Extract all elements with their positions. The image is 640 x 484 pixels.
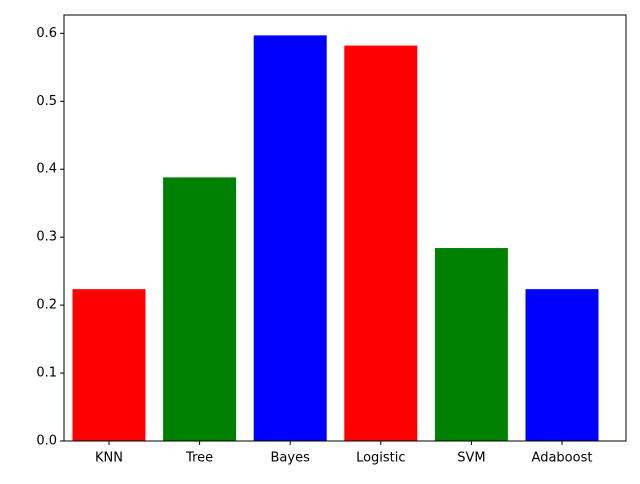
x-tick-label: KNN — [95, 451, 123, 466]
x-tick-label: Tree — [185, 451, 213, 466]
bar — [72, 289, 146, 441]
y-tick-label: 0.6 — [36, 26, 57, 41]
y-tick-label: 0.1 — [36, 366, 57, 381]
x-tick-label: Bayes — [271, 451, 311, 466]
y-tick-label: 0.5 — [36, 94, 57, 109]
bar — [344, 45, 418, 442]
y-tick-label: 0.3 — [36, 230, 57, 245]
y-tick-label: 0.0 — [36, 434, 57, 449]
y-tick-label: 0.2 — [36, 298, 57, 313]
bar — [525, 289, 599, 441]
bar — [434, 248, 508, 441]
y-tick-label: 0.4 — [36, 162, 57, 177]
x-tick-label: Adaboost — [532, 451, 593, 466]
x-tick-label: SVM — [457, 451, 485, 466]
bar — [253, 35, 327, 441]
plot-frame — [63, 14, 627, 442]
bar — [163, 177, 237, 441]
x-tick-label: Logistic — [356, 451, 405, 466]
